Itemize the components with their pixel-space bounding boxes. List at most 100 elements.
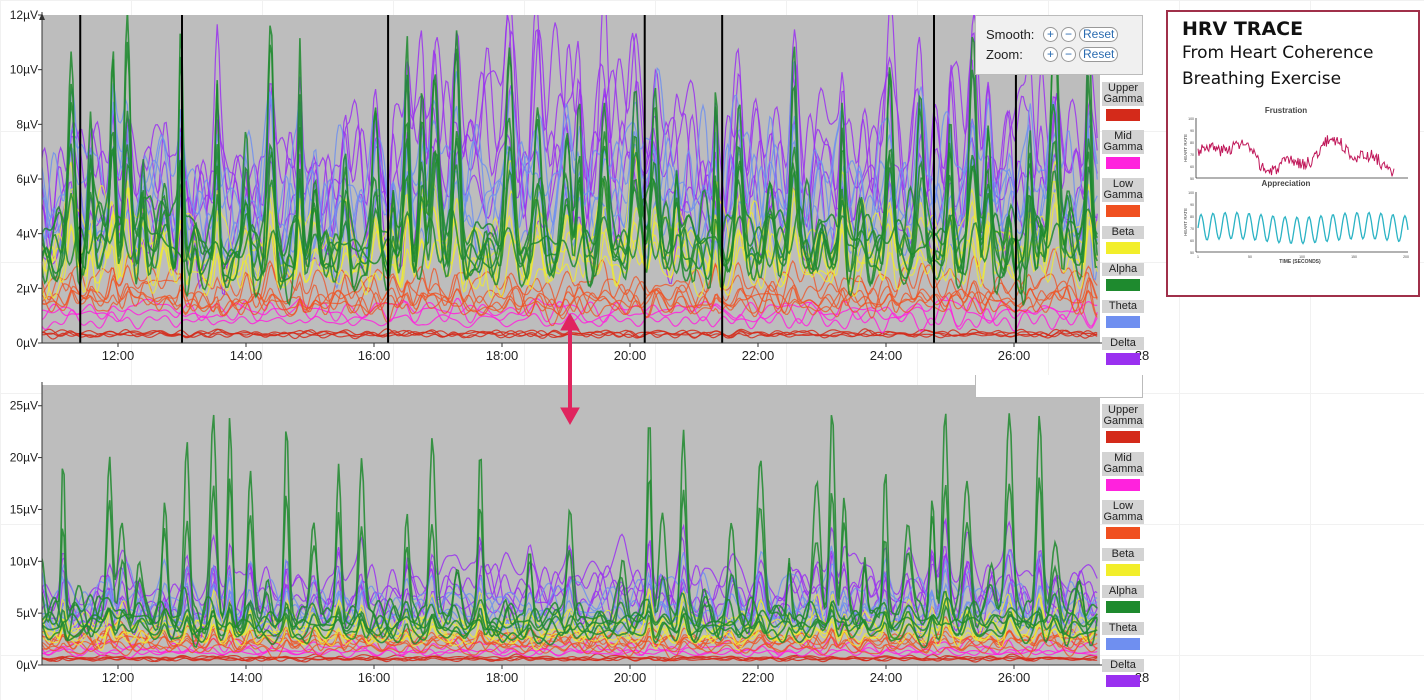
series-line-theta — [42, 590, 1098, 639]
hrv-x-tick-label: 1 — [1197, 255, 1199, 259]
legend-label: Delta — [1102, 659, 1144, 672]
hrv-x-tick-label: 100 — [1299, 255, 1305, 259]
legend-item-mid-gamma[interactable]: Mid Gamma — [1102, 130, 1144, 169]
smooth-minus-button[interactable]: − — [1061, 27, 1076, 42]
series-lines — [42, 413, 1098, 663]
legend-bottom: Upper Gamma Mid Gamma Low Gamma Beta Alpha Th… — [1102, 404, 1144, 696]
legend-top: Upper Gamma Mid Gamma Low Gamma Beta Alpha Th… — [1102, 82, 1144, 374]
chart-controls: Smooth: + − Reset Zoom: + − Reset — [975, 15, 1143, 75]
eeg-chart-top: 0µV 2µV 4µV 6µV 8µV 10µV 12µV 12:00 14:00 16:00 18… — [10, 8, 1150, 363]
series-line-beta — [42, 180, 1098, 300]
y-tick-label: 8µV — [16, 117, 38, 131]
legend-label: Upper Gamma — [1102, 82, 1144, 106]
hrv-subtitle-1: From Heart Coherence — [1182, 43, 1374, 63]
series-line-low-gamma — [42, 267, 1098, 319]
x-tick-label: 20:00 — [614, 348, 647, 363]
series-line-alpha — [42, 149, 1098, 282]
smooth-plus-button[interactable]: + — [1043, 27, 1058, 42]
series-line-alpha — [42, 15, 1098, 299]
smooth-label: Smooth: — [986, 27, 1035, 42]
hrv-y-tick-label: 60 — [1190, 165, 1194, 169]
x-tick-label: 12:00 — [102, 348, 135, 363]
y-tick-label: 15µV — [10, 502, 38, 516]
zoom-reset-button[interactable]: Reset — [1079, 47, 1119, 62]
legend-item-low-gamma[interactable]: Low Gamma — [1102, 500, 1144, 539]
y-axis-arrow-icon — [39, 13, 45, 20]
hrv-title: HRV TRACE — [1182, 18, 1304, 40]
legend-item-theta[interactable]: Theta — [1102, 622, 1144, 650]
legend-label: Mid Gamma — [1102, 130, 1144, 154]
legend-swatch — [1106, 675, 1140, 687]
legend-swatch — [1106, 353, 1140, 365]
hrv-y-tick-label: 50 — [1190, 251, 1194, 255]
legend-swatch — [1106, 316, 1140, 328]
legend-swatch — [1106, 479, 1140, 491]
y-tick-label: 0µV — [16, 658, 38, 672]
legend-swatch — [1106, 638, 1140, 650]
hrv-x-tick-label: 200 — [1403, 255, 1409, 259]
legend-item-mid-gamma[interactable]: Mid Gamma — [1102, 452, 1144, 491]
x-tick-label: 14:00 — [230, 348, 263, 363]
x-tick-label: 14:00 — [230, 670, 263, 685]
series-line-alpha — [42, 102, 1098, 306]
hrv-y-tick-label: 60 — [1190, 239, 1194, 243]
x-tick-label: 16:00 — [358, 348, 391, 363]
x-tick-label: 26:00 — [998, 670, 1031, 685]
appreciation-ylabel: HEART RATE — [1183, 208, 1188, 236]
legend-item-beta[interactable]: Beta — [1102, 226, 1144, 254]
legend-item-delta[interactable]: Delta — [1102, 337, 1144, 365]
y-tick-label: 6µV — [16, 172, 38, 186]
y-tick-label: 4µV — [16, 227, 38, 241]
zoom-label: Zoom: — [986, 47, 1023, 62]
appreciation-trace — [1197, 211, 1409, 245]
y-tick-label: 10µV — [10, 63, 38, 77]
hrv-y-tick-label: 70 — [1190, 227, 1194, 231]
series-line-alpha — [42, 413, 1098, 642]
hrv-trace-panel: HRV TRACE From Heart Coherence Breathing… — [1166, 10, 1420, 297]
legend-item-delta[interactable]: Delta — [1102, 659, 1144, 687]
smooth-reset-button[interactable]: Reset — [1079, 27, 1119, 42]
series-line-low-gamma — [42, 248, 1098, 316]
hrv-y-tick-label: 100 — [1188, 191, 1194, 195]
zoom-minus-button[interactable]: − — [1061, 47, 1076, 62]
legend-label: Alpha — [1102, 263, 1144, 276]
series-line-alpha — [42, 608, 1098, 637]
hrv-subtitle-2: Breathing Exercise — [1182, 69, 1342, 89]
hrv-x-tick-label: 50 — [1248, 255, 1252, 259]
legend-label: Theta — [1102, 300, 1144, 313]
legend-item-upper-gamma[interactable]: Upper Gamma — [1102, 404, 1144, 443]
legend-swatch — [1106, 205, 1140, 217]
hrv-y-tick-label: 90 — [1190, 203, 1194, 207]
legend-item-beta[interactable]: Beta — [1102, 548, 1144, 576]
legend-item-theta[interactable]: Theta — [1102, 300, 1144, 328]
hrv-xlabel: TIME (SECONDS) — [1279, 259, 1321, 265]
x-tick-label: 24:00 — [870, 348, 903, 363]
series-line-low-gamma — [42, 636, 1098, 654]
x-tick-label: 22:00 — [742, 348, 775, 363]
hrv-y-tick-label: 90 — [1190, 129, 1194, 133]
legend-swatch — [1106, 431, 1140, 443]
legend-item-alpha[interactable]: Alpha — [1102, 263, 1144, 291]
legend-label: Low Gamma — [1102, 500, 1144, 524]
series-line-delta — [42, 15, 1098, 246]
legend-label: Beta — [1102, 226, 1144, 239]
y-tick-label: 12µV — [10, 8, 38, 22]
legend-item-upper-gamma[interactable]: Upper Gamma — [1102, 82, 1144, 121]
x-tick-label: 18:00 — [486, 670, 519, 685]
x-tick-label: 16:00 — [358, 670, 391, 685]
appreciation-title: Appreciation — [1262, 179, 1311, 188]
hrv-y-tick-label: 80 — [1190, 141, 1194, 145]
legend-label: Low Gamma — [1102, 178, 1144, 202]
hrv-mini-charts: Frustration Appreciation HEART RATE HEAR… — [1183, 106, 1409, 265]
hrv-y-tick-label: 100 — [1188, 117, 1194, 121]
legend-item-low-gamma[interactable]: Low Gamma — [1102, 178, 1144, 217]
x-tick-label: 26:00 — [998, 348, 1031, 363]
zoom-plus-button[interactable]: + — [1043, 47, 1058, 62]
series-line-low-gamma — [42, 627, 1098, 651]
legend-item-alpha[interactable]: Alpha — [1102, 585, 1144, 613]
legend-swatch — [1106, 601, 1140, 613]
legend-swatch — [1106, 157, 1140, 169]
x-tick-label: 12:00 — [102, 670, 135, 685]
frustration-title: Frustration — [1265, 106, 1307, 115]
frustration-ylabel: HEART RATE — [1183, 134, 1188, 162]
